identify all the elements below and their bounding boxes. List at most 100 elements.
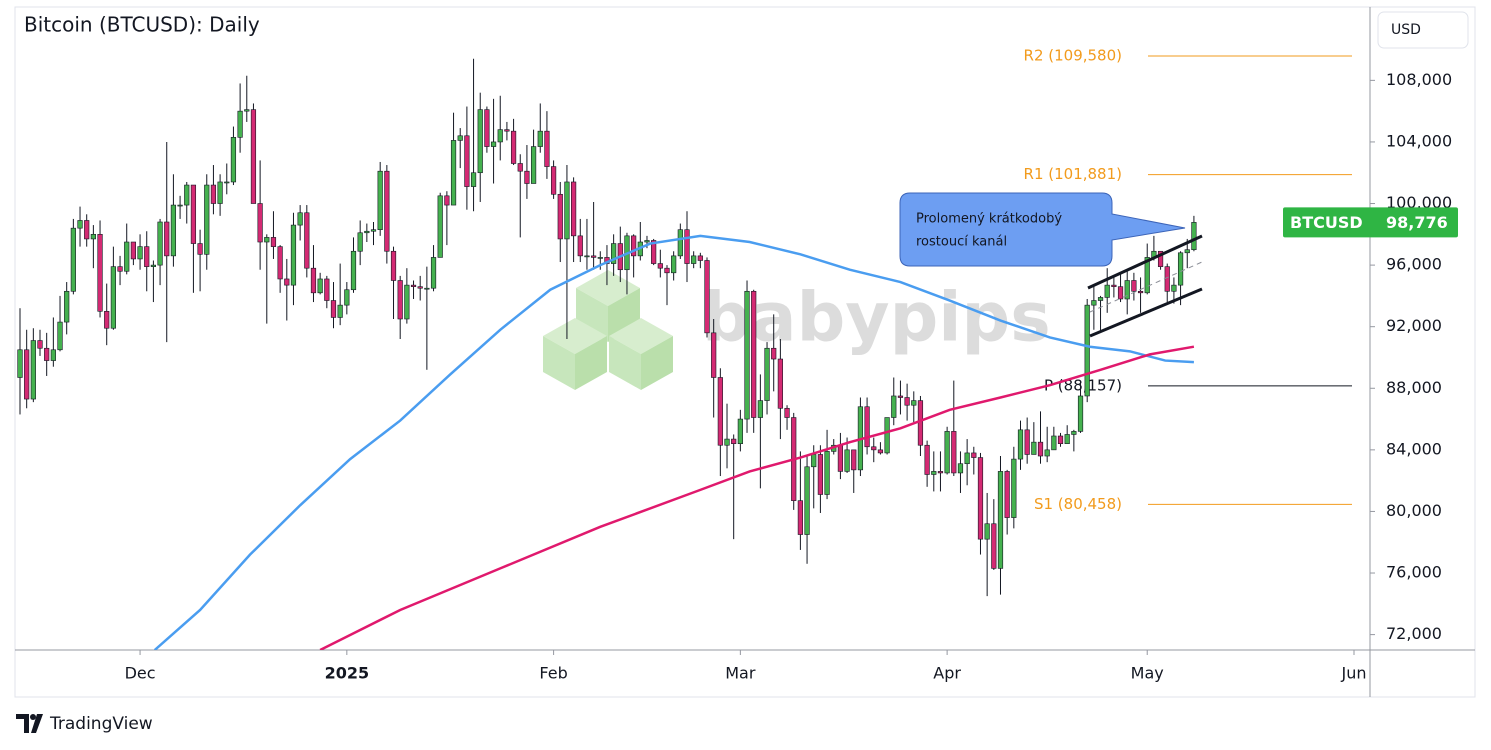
chart-title: Bitcoin (BTCUSD): Daily [24,13,260,37]
candle-body [97,234,103,312]
candle-body [377,170,383,230]
watermark-logo [543,270,673,390]
candle-body [297,212,303,226]
candle-body [137,246,143,260]
candle-body [530,146,537,184]
candle-body [350,250,357,291]
candle-body [1164,266,1170,292]
candle-body [204,184,210,255]
candle-body [277,246,283,280]
candle-body [751,290,757,418]
candle-body [104,310,110,329]
candle-body [651,240,657,264]
y-tick-label: 80,000 [1386,501,1442,520]
candle-body [851,449,857,471]
last-price-tag [1283,207,1458,238]
candle-body [1131,280,1137,292]
candle-body [150,264,157,267]
candle-body [891,395,897,418]
candle-body [44,347,50,361]
candle-body [611,243,617,264]
candle-body [631,235,637,257]
candle-body [417,286,423,289]
candle-body [544,130,550,167]
candle-body [264,237,270,243]
candle-body [184,184,190,206]
pivot-label: R2 (109,580) [1024,47,1122,65]
candle-body [1017,429,1024,460]
candle-body [964,452,970,465]
candle-body [337,304,343,318]
candle-body [931,471,937,475]
candle-body [644,240,650,243]
candle-body [430,257,437,289]
candle-body [210,184,217,204]
candle-body [57,321,63,351]
candle-body [1024,429,1030,455]
brand-logo-dot [30,714,36,720]
candle-body [1104,284,1110,298]
pivot-label: P (88,157) [1044,376,1122,394]
candle-body [717,377,723,446]
candle-body [410,284,417,287]
brand-logo [16,714,43,733]
candle-body [444,195,450,206]
candle-body [897,395,904,398]
y-tick-label: 104,000 [1386,131,1452,150]
candle-body [290,224,297,286]
y-tick-label: 84,000 [1386,439,1442,458]
candle-body [944,431,950,474]
candle-body [1191,222,1197,251]
candle-body [724,438,730,446]
currency-box [1377,11,1469,49]
candle-body [1184,249,1190,254]
candle-body [524,170,530,184]
callout-box [899,192,1186,267]
candle-body [904,397,910,406]
candle-body [1004,471,1010,518]
candle-body [1084,304,1090,397]
y-tick-label: 100,000 [1386,193,1452,212]
candle-body [497,129,503,143]
candle-body [1064,434,1070,444]
candle-body [577,235,583,257]
candle-body [230,137,237,183]
candle-body [924,444,930,475]
candle-body [404,284,410,320]
candle-body [804,466,810,535]
candle-body [844,449,850,472]
candle-body [324,278,330,301]
candle-body [1097,297,1104,301]
candle-body [124,241,130,272]
candle-body [70,227,76,292]
candle-body [1117,286,1124,300]
candle-body [971,452,977,458]
candle-body [864,406,870,448]
candle-body [777,358,783,409]
candle-body [951,431,957,474]
x-tick-label: Dec [125,664,156,683]
candle-body [1057,435,1064,444]
candle-body [1157,250,1164,267]
candle-body [117,266,123,272]
brand: TradingView [16,714,153,734]
candle-body [50,349,56,361]
candle-body [390,250,397,281]
candle-body [1111,284,1117,287]
candle-body [90,234,96,240]
candle-body [764,347,770,401]
candle-body [24,349,30,400]
pivot-label: S1 (80,458) [1034,495,1122,513]
candle-body [1031,441,1037,455]
pivot-layer: R2 (109,580) R1 (101,881) P (88,157) S1 (80… [1024,47,1352,513]
candle-body [504,129,510,132]
candle-body [1177,252,1184,286]
candle-body [677,229,683,257]
axis-layer: 72,000 76,000 80,000 84,000 88,000 92,000 96,0… [125,70,1458,683]
candle-body [591,255,597,258]
y-tick-label: 76,000 [1386,563,1442,582]
candle-body [144,246,150,267]
candle-body [357,232,363,252]
candle-body [711,332,717,378]
candle-body [824,451,830,495]
